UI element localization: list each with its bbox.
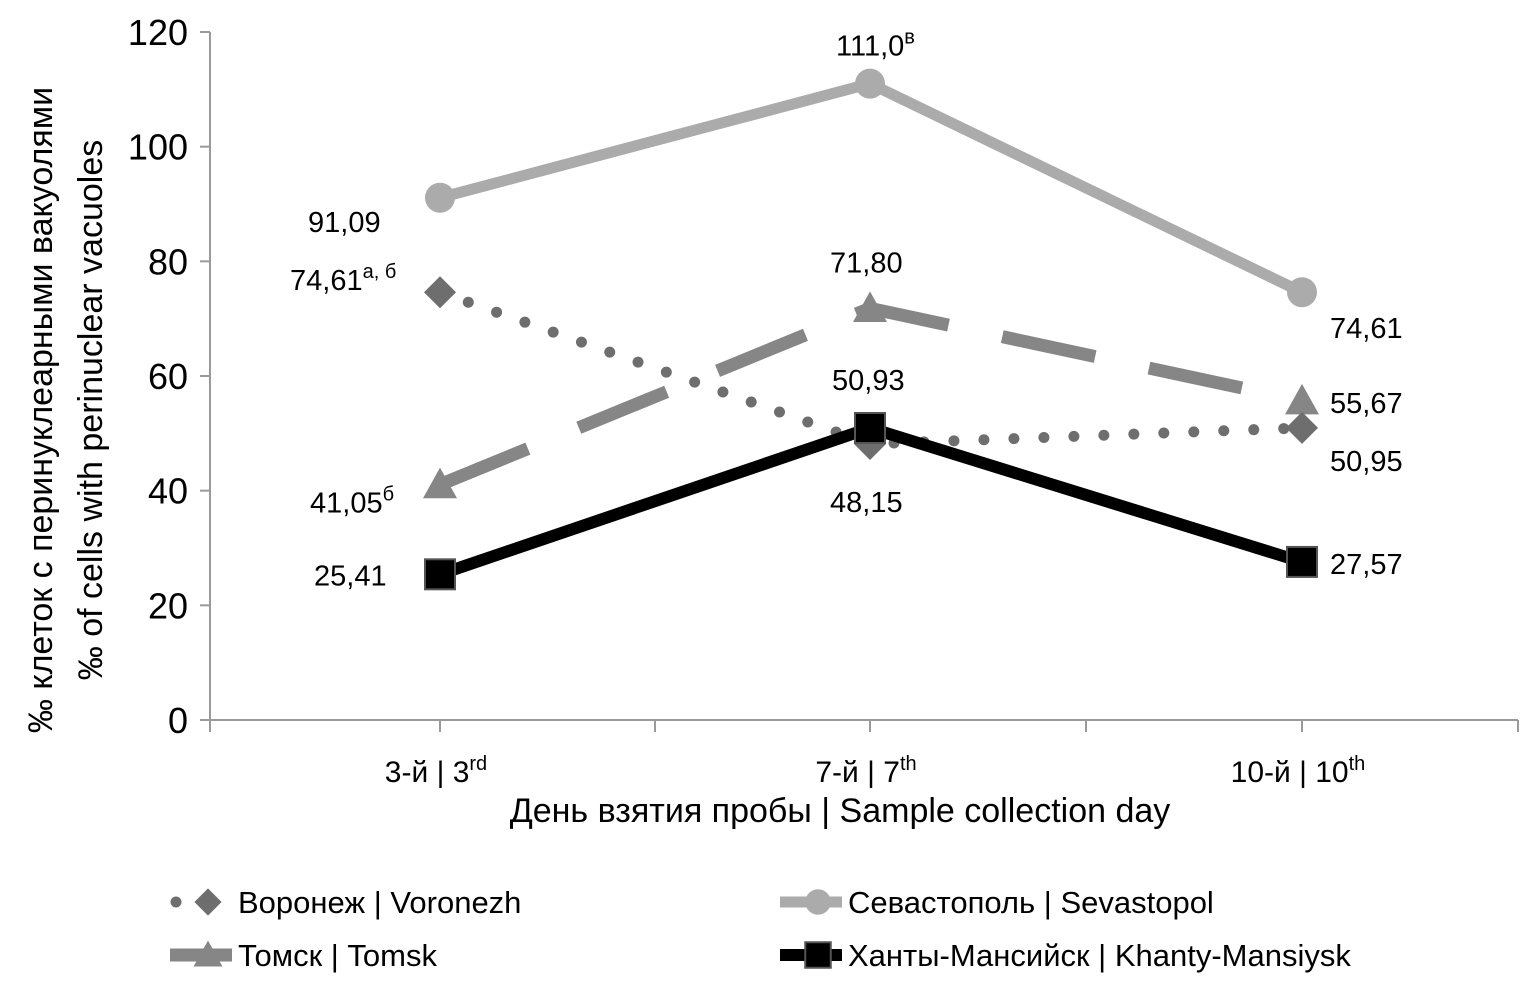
data-label-value: 74,61 (1330, 313, 1403, 345)
x-tick-label-superscript: th (1349, 753, 1366, 775)
data-point-marker (424, 558, 456, 591)
x-tick-label: 7-й | 7th (815, 753, 916, 789)
y-tick-label: 100 (128, 127, 188, 168)
series-line-0 (434, 286, 1308, 450)
data-label-value: 48,15 (830, 487, 903, 519)
data-label-value: 41,05 (310, 488, 383, 520)
x-axis-title: День взятия пробы | Sample collection da… (510, 792, 1171, 830)
x-tick-label-value: 7-й | 7 (815, 756, 900, 789)
data-label: 27,57 (1330, 549, 1403, 581)
data-label-value: 71,80 (830, 247, 903, 279)
legend-marker (193, 940, 223, 967)
legend-marker (194, 888, 222, 916)
x-tick-label: 3-й | 3rd (385, 753, 487, 789)
data-label-superscript: б (383, 484, 394, 506)
legend-label: Ханты-Мансийск | Khanty-Mansiysk (848, 938, 1351, 973)
data-label: 111,0в (836, 27, 915, 63)
data-label: 71,80 (830, 247, 903, 279)
data-label-value: 91,09 (308, 207, 381, 239)
data-label-value: 50,93 (832, 365, 905, 397)
y-tick-label: 20 (148, 585, 188, 626)
y-axis-title: ‰ клеток с перинуклеарными вакуолями ‰ of… (22, 87, 110, 733)
data-label-value: 74,61 (290, 265, 363, 297)
x-tick-label-value: 3-й | 3 (385, 756, 470, 789)
data-point-marker (1287, 277, 1317, 308)
y-tick-label: 80 (148, 241, 188, 282)
legend-label: Томск | Tomsk (238, 938, 437, 973)
data-label: 55,67 (1330, 388, 1403, 420)
y-tick-label: 0 (168, 700, 188, 741)
data-label-value: 25,41 (314, 560, 387, 592)
data-point-marker (853, 291, 887, 322)
data-point-marker (855, 68, 885, 99)
data-point-marker (425, 182, 455, 213)
x-tick-label: 10-й | 10th (1231, 753, 1366, 789)
data-label: 74,61 (1330, 313, 1403, 345)
data-label-value: 27,57 (1330, 549, 1403, 581)
data-label: 50,93 (832, 365, 905, 397)
data-label-value: 50,95 (1330, 446, 1403, 478)
data-point-marker (854, 412, 886, 445)
y-axis-title-line: ‰ клеток с перинуклеарными вакуолями (22, 87, 60, 733)
legend-item: Ханты-Мансийск | Khanty-Mansiysk (780, 938, 1351, 973)
data-point-marker (423, 467, 457, 499)
legend: Воронеж | Voronezh Севастополь | Sevastop… (170, 885, 1351, 973)
data-label: 41,05б (310, 484, 394, 520)
data-label: 91,09 (308, 207, 381, 239)
legend-label: Воронеж | Voronezh (238, 885, 521, 920)
y-tick-label: 60 (148, 356, 188, 397)
data-labels: 74,61а, б48,1550,9591,09111,0в74,6141,05… (290, 27, 1403, 593)
legend-item: Севастополь | Sevastopol (780, 885, 1214, 920)
legend-marker (804, 941, 832, 969)
legend-item: Томск | Tomsk (170, 938, 437, 973)
data-label-value: 111,0 (836, 31, 904, 63)
y-tick-label: 40 (148, 471, 188, 512)
data-label: 74,61а, б (290, 261, 396, 297)
data-point-marker (1286, 545, 1318, 578)
x-tick-label-value: 10-й | 10 (1231, 756, 1349, 789)
data-point-marker (424, 276, 456, 309)
data-label: 50,95 (1330, 446, 1403, 478)
series-markers (423, 68, 1319, 591)
data-label-superscript: а, б (363, 261, 397, 283)
data-label-superscript: в (904, 27, 915, 49)
data-label-value: 55,67 (1330, 388, 1403, 420)
legend-marker (805, 889, 831, 915)
x-tick-label-superscript: rd (469, 753, 487, 775)
legend-label: Севастополь | Sevastopol (848, 885, 1214, 920)
data-label: 48,15 (830, 487, 903, 519)
data-label: 25,41 (314, 560, 387, 592)
data-point-marker (1285, 383, 1319, 415)
legend-item: Воронеж | Voronezh (170, 885, 521, 920)
y-tick-label: 120 (128, 12, 188, 53)
data-point-marker (1286, 411, 1318, 444)
y-axis-title-line: ‰ of cells with perinuclear vacuoles (72, 140, 110, 680)
x-tick-label-superscript: th (900, 753, 917, 775)
